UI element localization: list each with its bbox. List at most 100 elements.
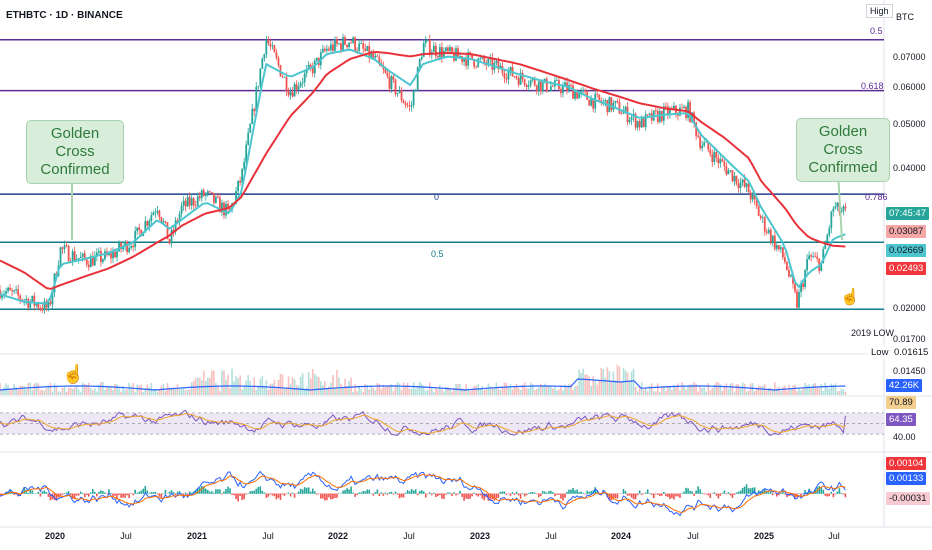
macd-histogram-bar xyxy=(96,493,98,497)
volume-bar xyxy=(186,390,189,395)
macd-histogram-bar xyxy=(493,493,496,501)
volume-bar xyxy=(747,390,750,395)
candle-body xyxy=(416,67,419,91)
candle-body xyxy=(342,37,344,50)
x-tick-label: Jul xyxy=(828,531,840,541)
volume-bar xyxy=(449,389,451,395)
macd-histogram-bar xyxy=(467,493,469,500)
macd-histogram-bar xyxy=(628,493,631,496)
candle-body xyxy=(325,48,328,51)
candle-body xyxy=(737,183,740,189)
low-value-label: 0.01615 xyxy=(891,346,932,359)
candle-body xyxy=(358,43,361,51)
volume-bar xyxy=(592,376,595,395)
macd-histogram-bar xyxy=(207,489,209,494)
macd-histogram-bar xyxy=(114,493,116,496)
symbol-title[interactable]: ETHBTC · 1D · BINANCE xyxy=(6,10,123,21)
volume-bar xyxy=(703,387,706,395)
macd-histogram-bar xyxy=(689,490,691,494)
macd-histogram-bar xyxy=(106,493,108,495)
macd-histogram-bar xyxy=(562,493,564,501)
candle-body xyxy=(765,231,768,233)
volume-bar xyxy=(487,383,490,395)
candle-body xyxy=(414,90,417,92)
macd-histogram-bar xyxy=(457,493,459,495)
macd-histogram-bar xyxy=(568,489,570,494)
volume-bar xyxy=(148,387,151,395)
candle-body xyxy=(844,206,847,209)
candle-body xyxy=(576,91,578,99)
macd-histogram-bar xyxy=(769,491,772,494)
volume-bar xyxy=(255,390,258,395)
candle-body xyxy=(192,198,195,206)
volume-bar xyxy=(138,385,141,395)
callout-pointer-right xyxy=(837,171,843,241)
macd-histogram-bar xyxy=(715,493,718,496)
candle-body xyxy=(638,121,641,128)
macd-histogram-bar xyxy=(124,493,126,498)
candle-body xyxy=(384,69,387,73)
candle-body xyxy=(49,301,52,305)
candle-body xyxy=(826,234,829,244)
ma-fast-tag: 0.02669 xyxy=(886,244,927,257)
candle-body xyxy=(237,180,239,192)
macd-histogram-bar xyxy=(830,491,833,494)
candle-body xyxy=(709,149,712,155)
candle-body xyxy=(662,106,665,121)
candle-body xyxy=(428,39,431,55)
candle-body xyxy=(287,91,290,96)
macd-histogram-bar xyxy=(233,493,235,496)
volume-bar xyxy=(156,391,159,395)
volume-bar xyxy=(499,390,502,395)
volume-bar xyxy=(443,391,445,395)
volume-bar xyxy=(705,391,708,395)
macd-histogram-bar xyxy=(85,493,88,496)
price-high-button[interactable]: High xyxy=(866,4,893,18)
macd-histogram-bar xyxy=(67,491,70,494)
candle-body xyxy=(253,108,256,112)
volume-bar xyxy=(757,385,760,395)
volume-bar xyxy=(360,389,362,395)
volume-bar xyxy=(618,366,621,395)
macd-histogram-bar xyxy=(382,493,385,496)
candle-body xyxy=(356,50,359,52)
candle-body xyxy=(400,90,403,101)
volume-bar xyxy=(328,386,330,395)
volume-bar xyxy=(838,390,841,395)
candle-body xyxy=(332,44,334,51)
candle-body xyxy=(703,142,706,146)
rsi-ma-tag: 70.89 xyxy=(886,396,916,409)
macd-histogram-bar xyxy=(727,492,730,494)
candle-body xyxy=(644,114,647,128)
rsi-tag: 64.35 xyxy=(886,413,916,426)
macd-histogram-bar xyxy=(556,493,558,495)
candle-body xyxy=(767,229,770,233)
macd-histogram-bar xyxy=(495,493,498,499)
candle-body xyxy=(208,191,211,193)
macd-histogram-bar xyxy=(761,489,764,494)
volume-bar xyxy=(669,386,671,395)
candle-body xyxy=(743,179,746,187)
macd-histogram-bar xyxy=(263,492,266,494)
macd-histogram-bar xyxy=(344,489,346,494)
volume-bar xyxy=(59,391,62,395)
candle-body xyxy=(386,72,389,77)
macd-histogram-bar xyxy=(83,493,86,498)
candle-body xyxy=(160,217,163,223)
macd-histogram-bar xyxy=(144,486,147,494)
candle-body xyxy=(646,114,649,116)
golden-cross-callout-left: Golden Cross Confirmed xyxy=(26,120,124,184)
candle-body xyxy=(59,247,62,266)
macd-histogram-bar xyxy=(681,493,683,494)
candle-body xyxy=(471,53,474,60)
volume-bar xyxy=(116,384,118,395)
volume-bar xyxy=(87,382,90,395)
macd-histogram-bar xyxy=(372,493,375,496)
volume-bar xyxy=(794,384,796,395)
volume-bar xyxy=(628,381,631,395)
volume-bar xyxy=(612,371,615,395)
candle-body xyxy=(212,192,215,203)
volume-bar xyxy=(192,380,195,395)
candle-body xyxy=(828,228,831,235)
